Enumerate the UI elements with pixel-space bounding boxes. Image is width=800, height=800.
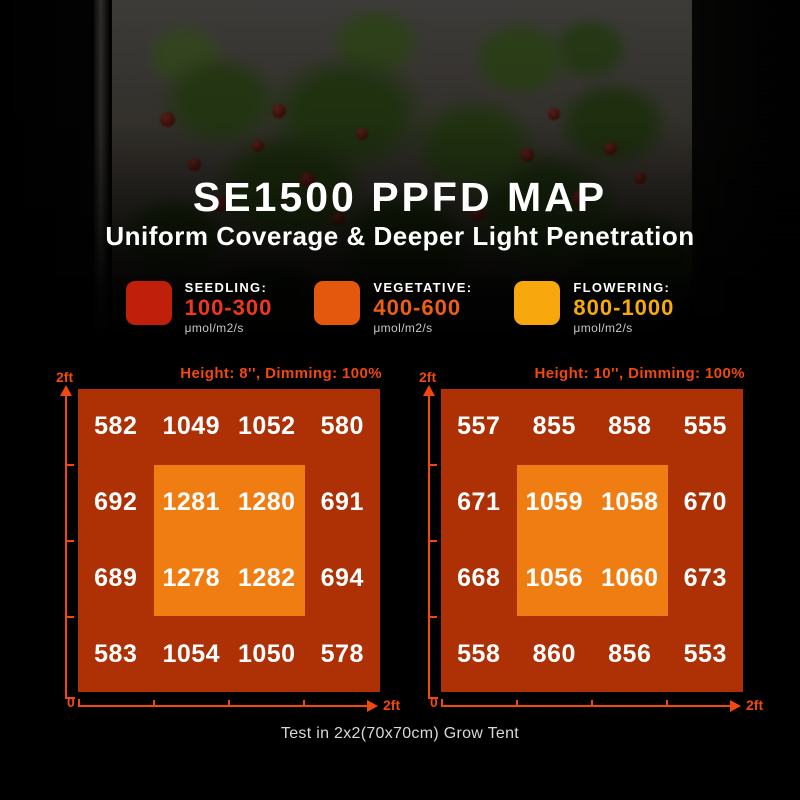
ppfd-legend: SEEDLING: 100-300 μmol/m2/s VEGETATIVE: … <box>0 281 800 334</box>
y-axis-max-label: 2ft <box>56 369 74 385</box>
legend-item-vegetative: VEGETATIVE: 400-600 μmol/m2/s <box>314 281 472 334</box>
legend-text: SEEDLING: 100-300 μmol/m2/s <box>185 281 273 334</box>
y-axis-tick <box>430 540 437 542</box>
legend-range: 100-300 <box>184 295 273 320</box>
x-axis-max-label: 2ft <box>746 697 764 713</box>
y-axis-tick <box>67 540 74 542</box>
ppfd-value: 1056 <box>525 563 584 592</box>
legend-item-flowering: FLOWERING: 800-1000 μmol/m2/s <box>514 281 674 334</box>
ppfd-value: 1278 <box>162 563 221 592</box>
y-axis-tick <box>67 464 74 466</box>
heatmap-plot: 557 855 858 555 671 1059 1058 670 668 1056 1060 673… <box>441 389 743 692</box>
x-axis-arrow-icon <box>367 700 378 712</box>
ppfd-value: 578 <box>320 639 364 668</box>
y-axis-tick <box>66 697 75 699</box>
x-axis-tick <box>666 700 668 706</box>
ppfd-map-height-10in: Height: 10'', Dimming: 100% 2ft 0 557 855… <box>403 360 763 725</box>
vegetative-color-swatch <box>314 281 361 325</box>
x-axis-max-label: 2ft <box>383 697 401 713</box>
y-axis-line <box>65 396 67 699</box>
x-axis-line <box>78 705 367 707</box>
y-axis-tick <box>67 616 74 618</box>
page-title: SE1500 PPFD MAP <box>192 174 608 220</box>
legend-stage-label: FLOWERING: <box>573 280 671 295</box>
legend-stage-label: VEGETATIVE: <box>373 280 473 295</box>
flowering-color-swatch <box>514 281 561 325</box>
ppfd-value: 860 <box>532 639 576 668</box>
axis-origin-label: 0 <box>430 694 438 710</box>
x-axis-arrow-icon <box>730 700 741 712</box>
ppfd-value: 1059 <box>525 488 584 517</box>
legend-range: 800-1000 <box>573 295 675 320</box>
ppfd-value: 1049 <box>162 412 221 441</box>
ppfd-value: 1060 <box>600 563 659 592</box>
x-axis-tick <box>591 700 593 706</box>
ppfd-value: 855 <box>532 412 576 441</box>
ppfd-value: 1058 <box>600 488 659 517</box>
x-axis-tick <box>441 699 443 706</box>
ppfd-value: 583 <box>94 639 138 668</box>
ppfd-value: 553 <box>683 639 727 668</box>
legend-text: VEGETATIVE: 400-600 μmol/m2/s <box>373 281 472 334</box>
x-axis-tick <box>153 700 155 706</box>
heatmap-inner-highlight <box>153 464 305 617</box>
ppfd-value: 858 <box>608 412 652 441</box>
page-subtitle: Uniform Coverage & Deeper Light Penetrat… <box>105 221 695 251</box>
ppfd-value: 1054 <box>162 639 221 668</box>
ppfd-value: 580 <box>320 412 364 441</box>
ppfd-value: 1052 <box>237 412 296 441</box>
x-axis-tick <box>516 700 518 706</box>
y-axis-max-label: 2ft <box>419 369 437 385</box>
ppfd-value: 694 <box>320 563 364 592</box>
ppfd-value: 671 <box>457 488 501 517</box>
ppfd-value: 1282 <box>237 563 296 592</box>
heatmap-plot: 582 1049 1052 580 692 1281 1280 691 689 1278 1282 6… <box>78 389 380 692</box>
ppfd-value: 689 <box>94 563 138 592</box>
ppfd-value: 558 <box>457 639 501 668</box>
ppfd-map-height-8in: Height: 8'', Dimming: 100% 2ft 0 582 1049… <box>40 360 400 725</box>
legend-stage-label: SEEDLING: <box>184 280 268 295</box>
ppfd-value: 555 <box>683 412 727 441</box>
ppfd-value: 673 <box>683 563 727 592</box>
legend-item-seedling: SEEDLING: 100-300 μmol/m2/s <box>125 281 273 334</box>
y-axis-arrow-icon <box>60 385 72 396</box>
legend-unit: μmol/m2/s <box>373 321 433 335</box>
y-axis-arrow-icon <box>423 385 435 396</box>
ppfd-value: 692 <box>94 488 138 517</box>
y-axis-tick <box>430 616 437 618</box>
x-axis-tick <box>78 699 80 706</box>
ppfd-value: 582 <box>94 412 138 441</box>
ppfd-value: 1050 <box>237 639 296 668</box>
legend-range: 400-600 <box>373 295 462 320</box>
ppfd-value: 856 <box>608 639 652 668</box>
test-condition-caption: Test in 2x2(70x70cm) Grow Tent <box>280 725 520 742</box>
axis-origin-label: 0 <box>67 694 75 710</box>
map-condition-label: Height: 8'', Dimming: 100% <box>180 365 382 382</box>
y-axis-tick <box>430 464 437 466</box>
legend-unit: μmol/m2/s <box>573 321 633 335</box>
ppfd-value: 1280 <box>237 488 296 517</box>
ppfd-value: 557 <box>457 412 501 441</box>
heatmap-inner-highlight <box>516 464 668 617</box>
map-condition-label: Height: 10'', Dimming: 100% <box>534 365 745 382</box>
ppfd-value: 1281 <box>162 488 221 517</box>
legend-unit: μmol/m2/s <box>184 321 244 335</box>
ppfd-value: 691 <box>320 488 364 517</box>
x-axis-line <box>441 705 730 707</box>
ppfd-value: 668 <box>457 563 501 592</box>
x-axis-tick <box>303 700 305 706</box>
y-axis-tick <box>429 697 438 699</box>
seedling-color-swatch <box>125 281 172 325</box>
legend-text: FLOWERING: 800-1000 μmol/m2/s <box>573 281 674 334</box>
ppfd-value: 670 <box>683 488 727 517</box>
x-axis-tick <box>228 700 230 706</box>
ppfd-value-grid: 557 855 858 555 671 1059 1058 670 668 1056 1060 673… <box>441 389 743 692</box>
y-axis-line <box>428 396 430 699</box>
ppfd-value-grid: 582 1049 1052 580 692 1281 1280 691 689 1278 1282 6… <box>78 389 380 692</box>
